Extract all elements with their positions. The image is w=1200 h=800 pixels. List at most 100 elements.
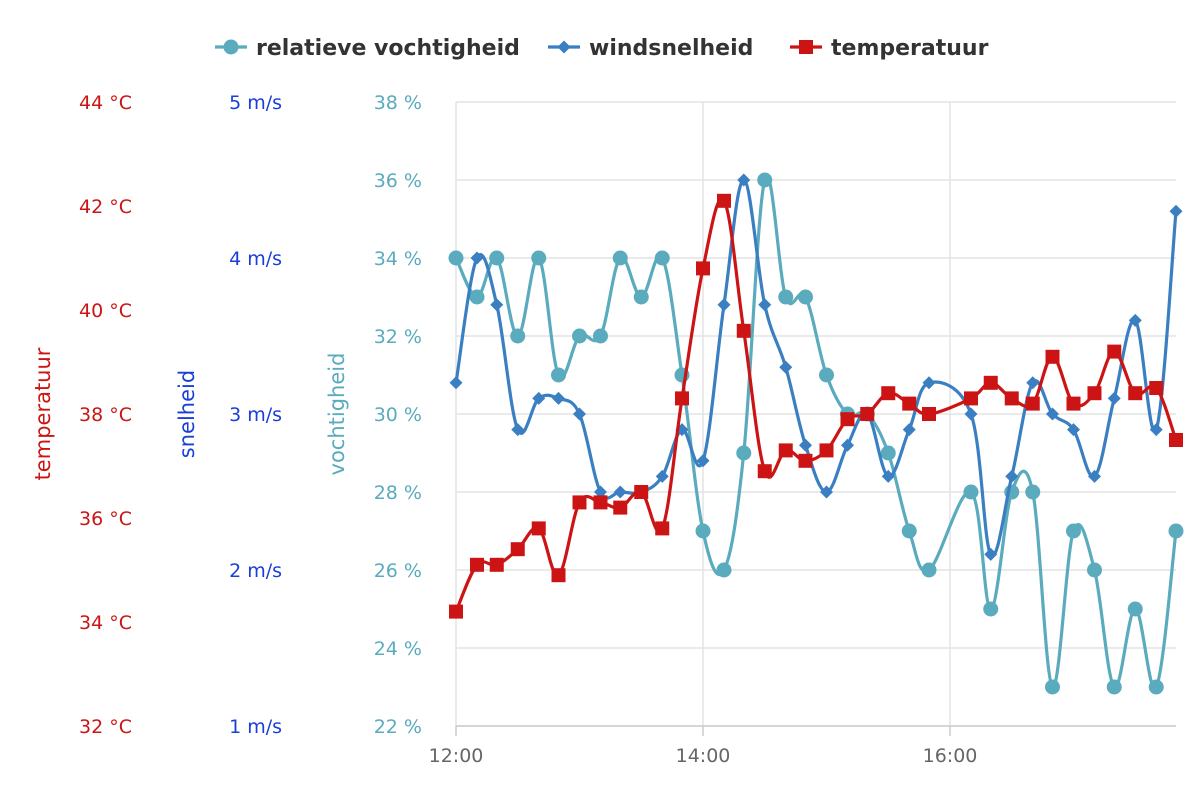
temp-tick-label: 38 °C <box>79 404 132 426</box>
wind-tick-label: 5 m/s <box>229 92 282 114</box>
data-point <box>1066 423 1080 437</box>
data-point <box>633 289 649 305</box>
data-point <box>1127 601 1143 617</box>
data-point <box>983 601 999 617</box>
temp-tick-label: 42 °C <box>79 196 132 218</box>
grid-lines <box>455 101 1176 727</box>
data-point <box>984 547 998 561</box>
data-point <box>799 438 813 452</box>
x-axis: 12:00 14:00 16:00 <box>429 726 978 767</box>
series-line <box>454 174 1178 690</box>
data-point <box>552 391 566 405</box>
hum-tick-label: 24 % <box>374 638 422 660</box>
data-point <box>736 445 752 461</box>
x-tick-label: 12:00 <box>429 745 484 767</box>
legend-item[interactable]: temperatuur <box>790 36 989 61</box>
data-point <box>489 250 505 266</box>
data-point <box>510 328 526 344</box>
temp-tick-label: 44 °C <box>79 92 132 114</box>
series-square <box>449 193 1183 619</box>
temp-axis-title: temperatuur <box>31 347 55 480</box>
data-point <box>490 298 504 312</box>
data-point <box>716 193 731 208</box>
hum-tick-label: 34 % <box>374 248 422 270</box>
data-point <box>593 495 608 510</box>
x-tick-label: 16:00 <box>923 745 978 767</box>
data-point <box>1107 344 1122 359</box>
hum-tick-label: 26 % <box>374 560 422 582</box>
data-point <box>449 604 463 619</box>
data-point <box>819 485 833 499</box>
data-point <box>779 360 793 374</box>
data-point <box>1004 391 1019 406</box>
data-point <box>840 412 855 427</box>
data-point <box>1045 349 1060 364</box>
hum-tick-label: 38 % <box>374 92 422 114</box>
legend-item[interactable]: windsnelheid <box>548 36 753 61</box>
temperature-axis: 44 °C 42 °C 40 °C 38 °C 36 °C 34 °C 32 °C tempe… <box>31 92 132 738</box>
data-point <box>757 172 773 188</box>
data-point <box>818 367 834 383</box>
data-point <box>1169 204 1183 218</box>
data-point <box>1087 386 1102 401</box>
data-point <box>880 445 896 461</box>
data-point <box>921 562 937 578</box>
legend-marker <box>557 40 571 54</box>
data-point <box>1045 679 1061 695</box>
hum-tick-label: 22 % <box>374 716 422 738</box>
data-point <box>1106 679 1122 695</box>
data-point <box>798 453 813 468</box>
data-point <box>449 376 463 390</box>
wind-tick-label: 4 m/s <box>229 248 282 270</box>
data-point <box>778 289 794 305</box>
data-point <box>571 328 587 344</box>
data-point <box>758 298 772 312</box>
data-point <box>531 250 547 266</box>
data-point <box>1026 376 1040 390</box>
data-point <box>572 495 587 510</box>
data-point <box>1005 469 1019 483</box>
legend-label: temperatuur <box>831 36 989 61</box>
data-point <box>532 391 546 405</box>
data-point <box>469 557 484 572</box>
data-point <box>572 407 586 421</box>
data-point <box>963 391 978 406</box>
data-point <box>1025 396 1040 411</box>
wind-axis-title: snelheid <box>175 370 199 458</box>
data-point <box>613 500 628 515</box>
data-point <box>901 523 917 539</box>
legend-marker <box>799 40 813 54</box>
data-point <box>1128 386 1143 401</box>
series-diamond <box>449 173 1183 561</box>
data-point <box>1128 313 1142 327</box>
data-point <box>737 173 751 187</box>
data-point <box>1066 396 1081 411</box>
data-point <box>1065 523 1081 539</box>
data-point <box>593 485 607 499</box>
data-point <box>902 396 917 411</box>
data-point <box>634 485 649 499</box>
data-point <box>963 484 979 500</box>
data-point <box>655 469 669 483</box>
temp-tick-label: 36 °C <box>79 508 132 530</box>
legend-item[interactable]: relatieve vochtigheid <box>215 36 520 61</box>
data-point <box>654 250 670 266</box>
data-point <box>922 376 936 390</box>
data-point <box>613 485 627 499</box>
data-point <box>840 438 854 452</box>
legend-label: windsnelheid <box>589 36 753 61</box>
data-point <box>448 250 464 266</box>
data-point <box>695 523 711 539</box>
data-point <box>1148 679 1164 695</box>
data-point <box>531 521 546 536</box>
data-point <box>1046 407 1060 421</box>
data-point <box>1149 381 1164 395</box>
hum-tick-label: 36 % <box>374 170 422 192</box>
hum-tick-label: 30 % <box>374 404 422 426</box>
data-point <box>592 328 608 344</box>
data-point <box>881 469 895 483</box>
data-point <box>612 250 628 266</box>
data-point <box>510 542 525 557</box>
temp-tick-label: 34 °C <box>79 612 132 634</box>
